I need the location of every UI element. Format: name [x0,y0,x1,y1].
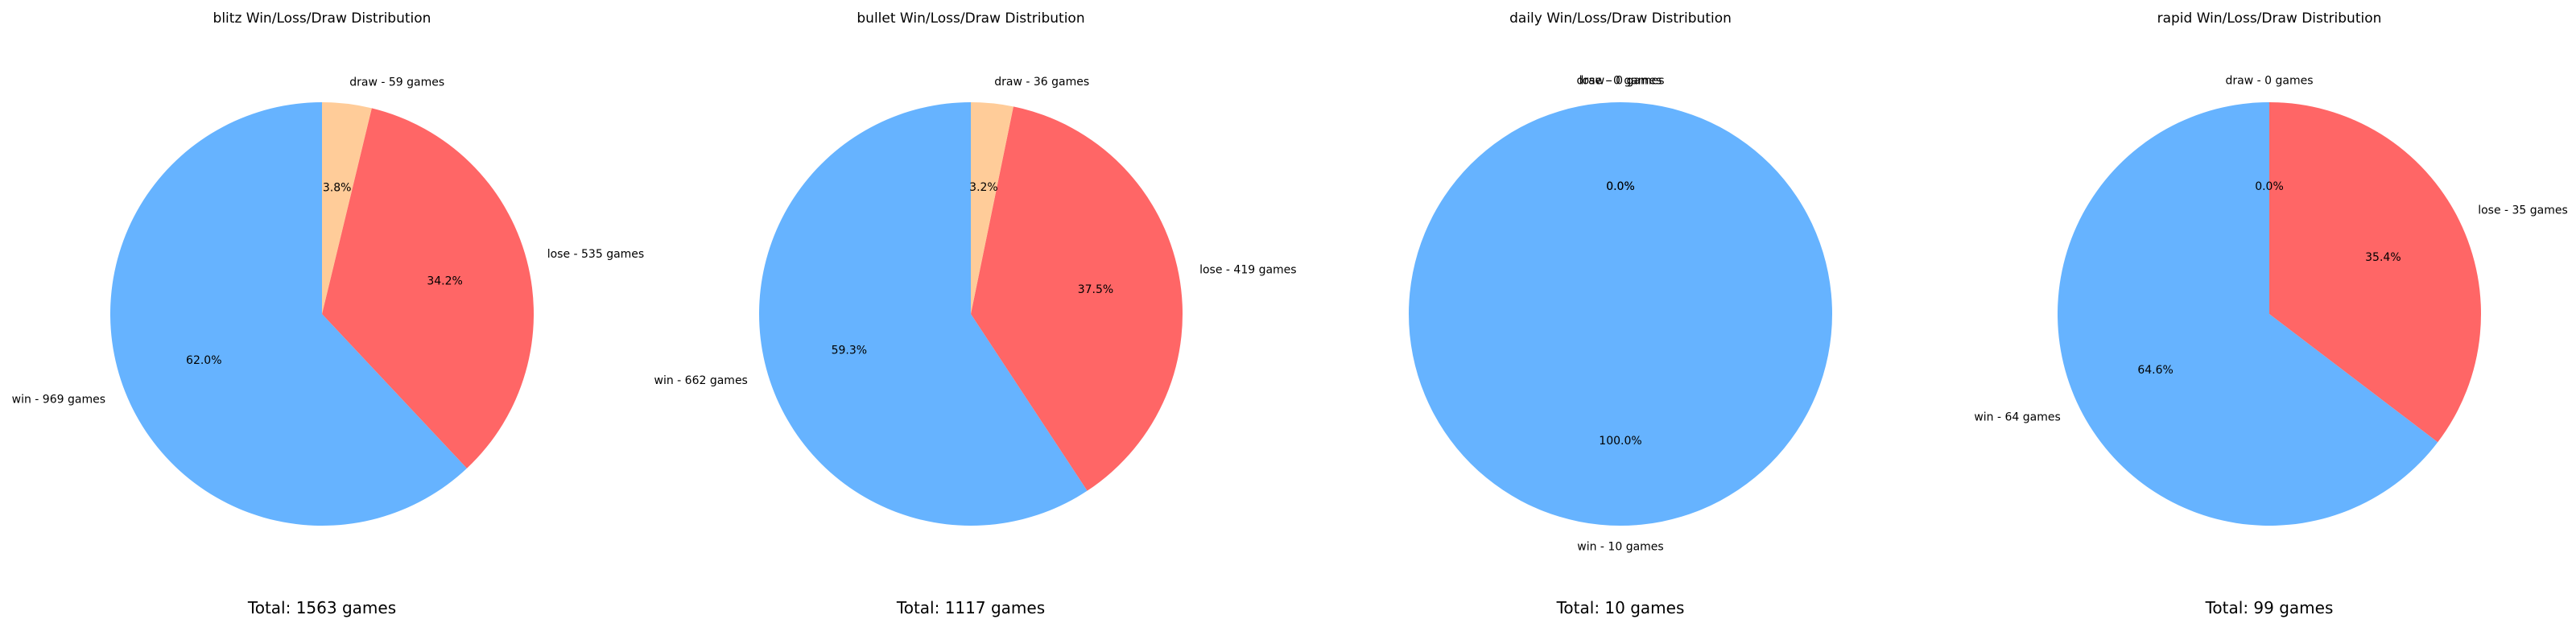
slice-percent-label: 37.5% [1078,283,1113,296]
pie-slice [1409,102,1832,526]
slice-label: draw - 0 games [1577,75,1665,88]
pie-panel: daily Win/Loss/Draw Distribution win - 10… [1409,10,1832,617]
pie-slice [322,108,534,469]
pie-slice [758,102,1088,526]
total-games-label: Total: 10 games [1556,598,1685,617]
slice-percent-label: 35.4% [2365,251,2401,264]
pie-slice [971,106,1183,491]
slice-label: draw - 36 games [994,76,1089,89]
chart-title: daily Win/Loss/Draw Distribution [1509,10,1732,27]
total-games-label: Total: 1563 games [247,598,396,617]
slice-label: lose - 419 games [1199,263,1297,276]
slice-percent-label: 62.0% [186,354,221,367]
pie-panel: blitz Win/Loss/Draw Distribution win - 96… [12,10,645,617]
slice-label: win - 969 games [12,393,105,406]
slice-label: lose - 0 games [1579,75,1662,88]
slice-label: win - 10 games [1577,540,1663,553]
total-games-label: Total: 1117 games [896,598,1045,617]
slice-percent-label: 0.0% [1606,180,1635,193]
pie-panel: rapid Win/Loss/Draw Distribution win - 64… [1974,10,2567,617]
pie-slice [2058,102,2438,526]
slice-percent-label: 0.0% [2255,180,2284,193]
slice-percent-label: 59.3% [832,344,867,357]
slice-percent-label: 0.0% [1606,180,1635,193]
slice-label: win - 662 games [654,374,748,387]
slice-percent-label: 34.2% [427,275,462,288]
pie-panel: bullet Win/Loss/Draw Distribution win - 6… [654,10,1297,617]
total-games-label: Total: 99 games [2205,598,2334,617]
pie-slice [109,102,467,526]
slice-label: draw - 59 games [349,76,444,89]
slice-label: draw - 0 games [2226,75,2314,88]
chart-title: bullet Win/Loss/Draw Distribution [857,10,1084,27]
slice-label: lose - 35 games [2478,204,2568,217]
slice-percent-label: 100.0% [1599,435,1641,448]
slice-label: lose - 535 games [547,248,645,261]
slice-percent-label: 3.8% [323,181,352,194]
chart-title: blitz Win/Loss/Draw Distribution [213,10,431,27]
pie-slice [322,102,372,314]
slice-percent-label: 64.6% [2137,364,2173,377]
slice-percent-label: 3.2% [969,181,998,194]
pie-slice [2269,102,2481,443]
chart-title: rapid Win/Loss/Draw Distribution [2157,10,2382,27]
pie-slice [971,102,1013,314]
slice-label: win - 64 games [1974,411,2060,423]
